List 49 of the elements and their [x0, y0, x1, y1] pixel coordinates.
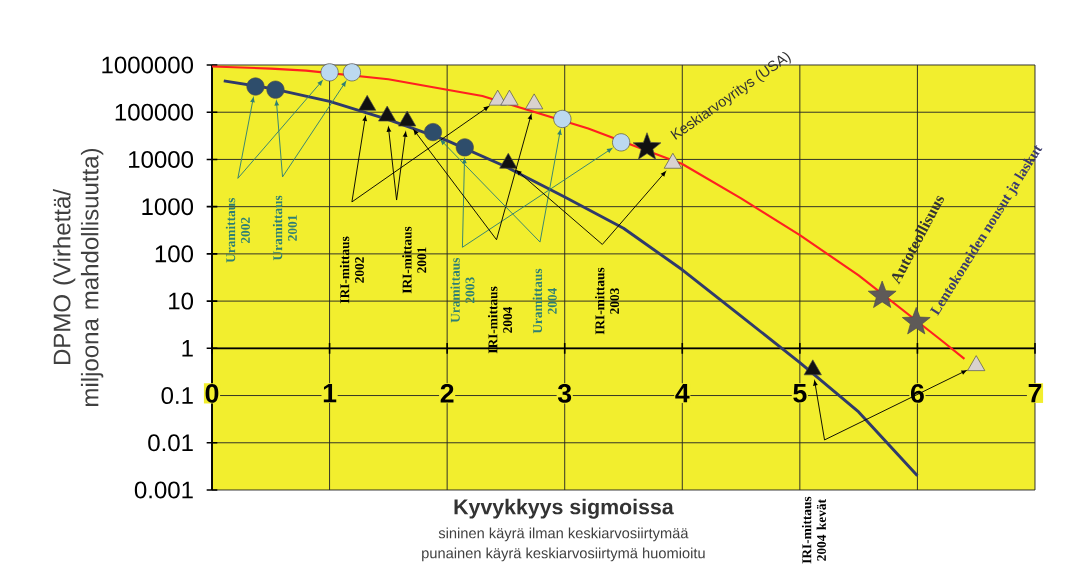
point: [266, 80, 285, 99]
point: [803, 359, 822, 376]
x-tick-label: 4: [675, 383, 690, 403]
y-tick-label: 100000: [115, 103, 194, 121]
point: [499, 152, 518, 169]
point: [424, 123, 443, 142]
point: [398, 110, 417, 127]
annotation: Uramittaus 2004: [532, 268, 557, 334]
point: [455, 138, 474, 157]
annotation: IRI-mittaus 2001: [402, 226, 427, 294]
point: [342, 63, 361, 82]
y-tick-label: 0.001: [134, 481, 193, 499]
annotation: Uramittaus 2002: [225, 198, 250, 263]
point: [967, 355, 986, 371]
point: [358, 94, 377, 111]
point: [500, 89, 519, 106]
y-tick-label: 100: [155, 245, 194, 263]
y-tick-label: 1000: [142, 198, 194, 216]
x-tick-label: 5: [793, 383, 807, 403]
x-axis-title: Kyvykkyys sigmoissa: [454, 498, 674, 519]
x-tick-label: 0: [205, 383, 219, 403]
point: [901, 307, 931, 335]
y-tick-label: 1: [182, 340, 193, 357]
y-tick-label: 1000000: [102, 56, 194, 74]
y-tick-label: 0.01: [148, 434, 193, 452]
y-tick-label: 0.1: [161, 387, 193, 405]
point: [525, 93, 544, 110]
y-tick-label: 10000: [129, 150, 194, 168]
y-axis-title: DPMO (Virhettä/ miljoona mahdollisuutta): [52, 148, 104, 406]
annotation: IRI-mittaus 2004: [488, 286, 513, 354]
text: punainen käyrä keskiarvosiirtymä huomioitu: [422, 547, 705, 562]
x-tick-label: 1: [323, 383, 337, 403]
text: sininen käyrä ilman keskiarvosiirtymää: [438, 527, 689, 542]
annotation: Uramittaus 2001: [272, 195, 297, 261]
x-tick-label: 3: [557, 383, 572, 403]
point: [663, 152, 682, 169]
y-tick-label: 10: [169, 292, 194, 310]
annotation: IRI-mittaus 2003: [595, 267, 620, 335]
point: [612, 133, 631, 152]
x-tick-label: 2: [440, 383, 454, 403]
annotation: Uramittaus 2003: [450, 257, 475, 323]
annotation: IRI-mittaus 2002: [339, 236, 364, 304]
point: [320, 63, 339, 82]
point: [246, 77, 265, 96]
text: IRI-mittaus 2004 kevät: [801, 496, 826, 564]
point: [553, 109, 572, 128]
point: [632, 132, 662, 160]
point: [378, 105, 397, 122]
x-tick-label: 7: [1028, 383, 1042, 403]
